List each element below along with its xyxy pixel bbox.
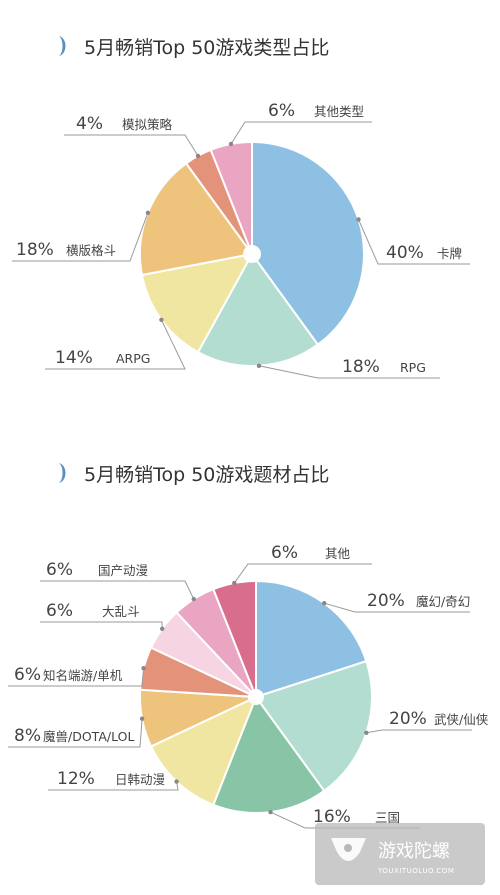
slice-value-label: 14% [55, 348, 93, 368]
leader-dot [364, 730, 369, 735]
slice-category-label: ARPG [116, 351, 150, 366]
slice-category-label: 三国 [375, 810, 400, 825]
slice-value-label: 6% [268, 101, 295, 121]
leader-line [366, 729, 472, 734]
chart-title: 5月畅销Top 50游戏题材占比 [84, 464, 329, 486]
slice-value-label: 40% [386, 243, 424, 263]
slice-value-label: 6% [271, 543, 298, 563]
leader-line [12, 212, 149, 262]
slice-value-label: 18% [16, 240, 54, 260]
slice-value-label: 6% [46, 560, 73, 580]
leader-line [40, 580, 195, 600]
leader-dot [139, 716, 145, 721]
pie-labels: 20% 魔幻/奇幻 20% 武侠/仙侠 16% 三国 12% 日韩动漫 8% 魔兽/DOTA/LO… [8, 543, 489, 829]
slice-value-label: 20% [389, 709, 427, 729]
title-marker-icon [58, 36, 66, 56]
leader-dot [356, 217, 361, 222]
slice-category-label: 武侠/仙侠 [434, 712, 489, 727]
slice-category-label: 日韩动漫 [115, 772, 165, 787]
pie-labels: 40% 卡牌 18% RPG 14% ARPG 18% 横版格斗 4% 模拟策略 6% 其他类型 [12, 101, 470, 379]
leader-dot [256, 363, 262, 368]
slice-category-label: 其他类型 [314, 104, 364, 119]
slice-value-label: 6% [14, 665, 41, 685]
leader-dot [195, 153, 201, 159]
slice-category-label: 卡牌 [437, 246, 462, 261]
pie-chart [139, 579, 373, 814]
leader-dot [191, 596, 196, 602]
top-spinner-icon [331, 838, 366, 861]
chart-theme-share: 5月畅销Top 50游戏题材占比 20% 魔幻/奇幻 20% 武侠/仙侠 16% 三国 12… [8, 463, 489, 829]
slice-category-label: 魔幻/奇幻 [416, 594, 470, 609]
chart-title: 5月畅销Top 50游戏类型占比 [84, 37, 329, 59]
leader-dot [228, 141, 234, 147]
leader-line [40, 621, 163, 629]
leader-dot [268, 809, 273, 815]
pie-center-hole [243, 245, 261, 263]
leader-dot [322, 601, 327, 606]
slice-category-label: 其他 [325, 546, 351, 561]
slice-value-label: 16% [313, 807, 351, 827]
leader-line [64, 134, 199, 157]
slice-value-label: 4% [76, 114, 103, 134]
slice-value-label: 12% [57, 769, 95, 789]
slice-value-label: 18% [342, 357, 380, 377]
leader-dot [145, 210, 151, 215]
pie-center-hole [248, 689, 264, 705]
leader-line [8, 718, 143, 748]
slice-category-label: 横版格斗 [66, 243, 116, 258]
title-marker-icon [58, 463, 66, 483]
slice-value-label: 20% [367, 591, 405, 611]
leader-line [48, 781, 179, 791]
slice-category-label: 知名端游/单机 [43, 668, 123, 683]
slice-value-label: 8% [14, 726, 41, 746]
leader-line [45, 319, 186, 370]
slice-value-label: 6% [46, 601, 73, 621]
leader-dot [160, 626, 165, 631]
slice-category-label: RPG [400, 360, 426, 375]
leader-line [358, 219, 470, 265]
slice-category-label: 模拟策略 [122, 117, 173, 132]
leader-dot [232, 580, 237, 586]
leader-line [324, 602, 470, 613]
leader-line [8, 668, 145, 687]
leader-line [230, 121, 372, 145]
watermark-sub: YOUXITUOLUO.COM [377, 867, 454, 875]
leader-line [233, 563, 372, 584]
leader-dot [174, 779, 179, 784]
slice-category-label: 大乱斗 [102, 604, 140, 619]
slice-category-label: 国产动漫 [98, 563, 148, 578]
slice-category-label: 魔兽/DOTA/LOL [43, 729, 134, 744]
leader-dot [141, 666, 146, 671]
pie-chart [139, 140, 365, 367]
leader-line [258, 365, 440, 379]
chart-type-share: 5月畅销Top 50游戏类型占比 40% 卡牌 18% RPG 14% ARPG 18% 横版… [12, 36, 470, 379]
leader-dot [159, 317, 164, 322]
watermark-logo: 游戏陀螺 YOUXITUOLUO.COM [315, 823, 485, 885]
watermark-name: 游戏陀螺 [378, 841, 450, 862]
